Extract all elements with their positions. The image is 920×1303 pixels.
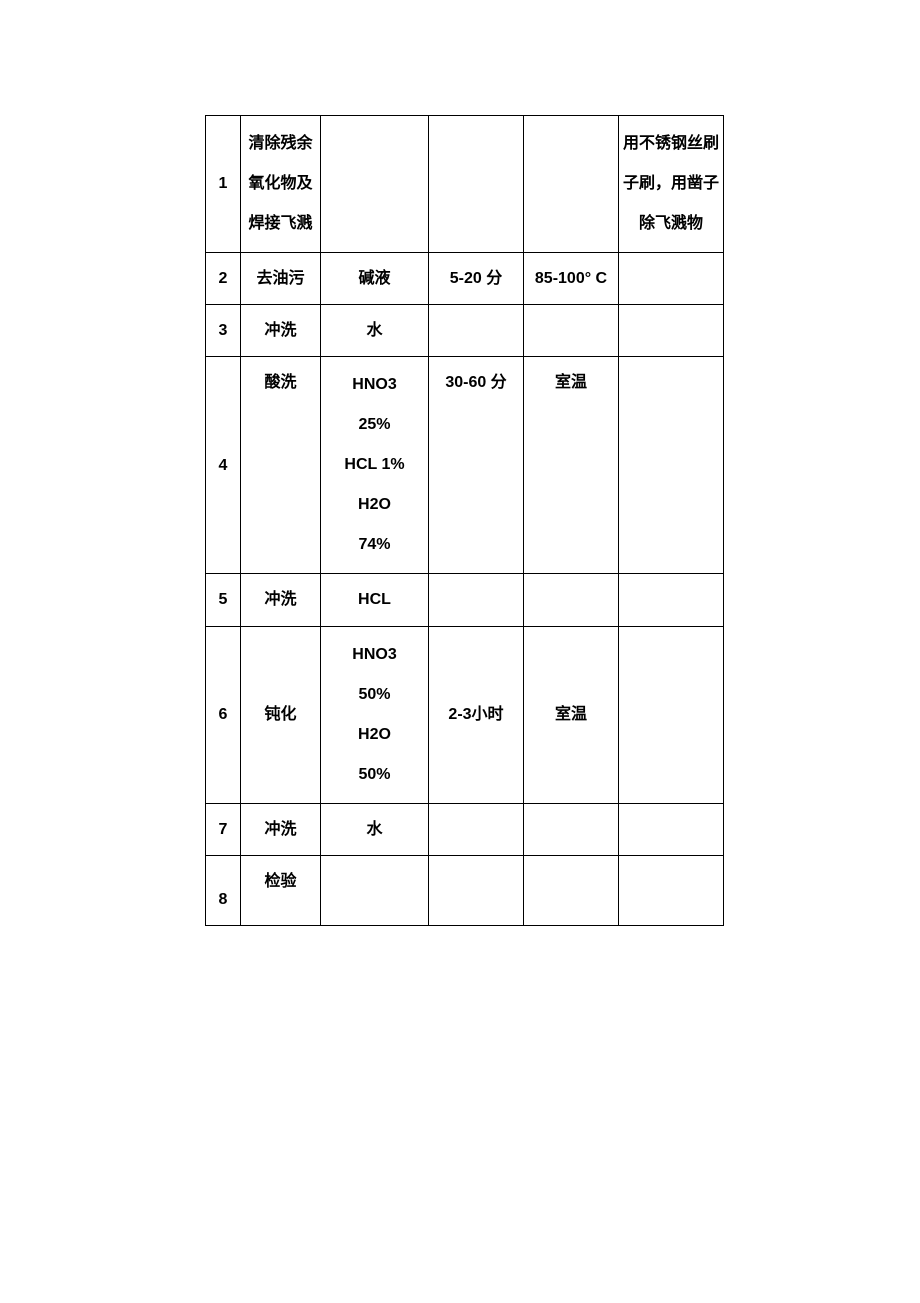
cell-time: 2-3小时 xyxy=(429,626,524,803)
cell-temp xyxy=(524,855,619,925)
cell-time: 30-60 分 xyxy=(429,357,524,574)
cell-num: 3 xyxy=(206,305,241,357)
cell-note xyxy=(619,253,724,305)
table-row: 1 清除残余氧化物及焊接飞溅 用不锈钢丝刷子刷，用凿子除飞溅物 xyxy=(206,116,724,253)
cell-solution: 水 xyxy=(321,305,429,357)
cell-note xyxy=(619,357,724,574)
cell-num: 8 xyxy=(206,855,241,925)
cell-temp: 85-100° C xyxy=(524,253,619,305)
cell-time xyxy=(429,803,524,855)
cell-solution: 水 xyxy=(321,803,429,855)
cell-temp: 室温 xyxy=(524,626,619,803)
cell-op: 清除残余氧化物及焊接飞溅 xyxy=(241,116,321,253)
cell-op: 冲洗 xyxy=(241,305,321,357)
cell-note xyxy=(619,574,724,626)
cell-solution xyxy=(321,116,429,253)
process-table: 1 清除残余氧化物及焊接飞溅 用不锈钢丝刷子刷，用凿子除飞溅物 2 去油污 碱液… xyxy=(205,115,724,926)
cell-num: 4 xyxy=(206,357,241,574)
cell-num: 1 xyxy=(206,116,241,253)
cell-solution: HNO3 25% HCL 1% H2O 74% xyxy=(321,357,429,574)
cell-time xyxy=(429,855,524,925)
table-row: 4 酸洗 HNO3 25% HCL 1% H2O 74% 30-60 分 室温 xyxy=(206,357,724,574)
cell-temp xyxy=(524,803,619,855)
cell-num: 7 xyxy=(206,803,241,855)
cell-op: 酸洗 xyxy=(241,357,321,574)
cell-note xyxy=(619,626,724,803)
cell-op: 冲洗 xyxy=(241,803,321,855)
cell-time: 5-20 分 xyxy=(429,253,524,305)
table-row: 2 去油污 碱液 5-20 分 85-100° C xyxy=(206,253,724,305)
table-row: 7 冲洗 水 xyxy=(206,803,724,855)
table-row: 3 冲洗 水 xyxy=(206,305,724,357)
cell-solution: HCL xyxy=(321,574,429,626)
cell-temp xyxy=(524,574,619,626)
cell-op: 冲洗 xyxy=(241,574,321,626)
cell-num: 5 xyxy=(206,574,241,626)
cell-note xyxy=(619,803,724,855)
cell-note xyxy=(619,855,724,925)
cell-time xyxy=(429,116,524,253)
cell-op: 检验 xyxy=(241,855,321,925)
cell-temp: 室温 xyxy=(524,357,619,574)
cell-note xyxy=(619,305,724,357)
table-row: 8 检验 xyxy=(206,855,724,925)
cell-op: 去油污 xyxy=(241,253,321,305)
table-row: 5 冲洗 HCL xyxy=(206,574,724,626)
cell-temp xyxy=(524,116,619,253)
cell-time xyxy=(429,574,524,626)
table-row: 6 钝化 HNO3 50% H2O 50% 2-3小时 室温 xyxy=(206,626,724,803)
cell-op: 钝化 xyxy=(241,626,321,803)
cell-solution: 碱液 xyxy=(321,253,429,305)
cell-note: 用不锈钢丝刷子刷，用凿子除飞溅物 xyxy=(619,116,724,253)
cell-solution xyxy=(321,855,429,925)
cell-temp xyxy=(524,305,619,357)
cell-time xyxy=(429,305,524,357)
cell-num: 6 xyxy=(206,626,241,803)
cell-num: 2 xyxy=(206,253,241,305)
cell-solution: HNO3 50% H2O 50% xyxy=(321,626,429,803)
